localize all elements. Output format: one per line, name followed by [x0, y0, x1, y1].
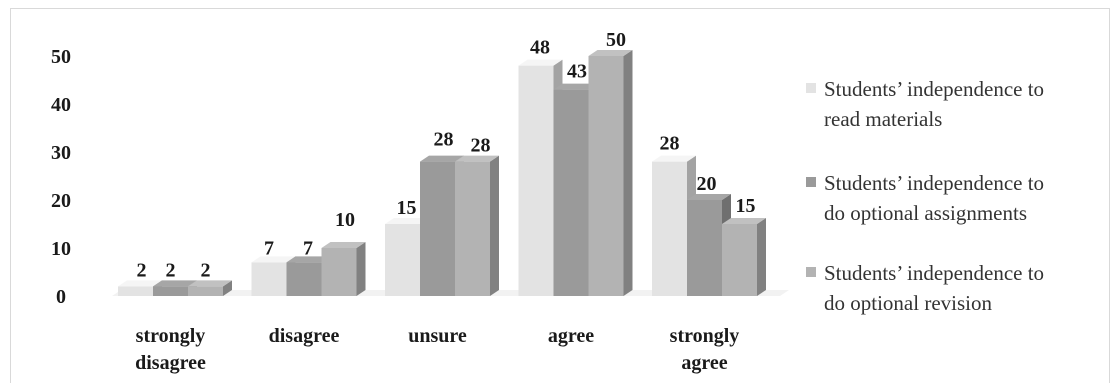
bar-front — [251, 262, 287, 296]
bar-front — [286, 262, 322, 296]
data-label: 2 — [201, 259, 211, 281]
data-label: 50 — [606, 29, 626, 51]
bar-front — [687, 200, 722, 296]
legend-swatch — [806, 177, 816, 187]
data-label: 7 — [303, 237, 313, 259]
data-label: 28 — [434, 129, 454, 151]
bar-top — [321, 242, 366, 248]
bar-front — [385, 224, 420, 296]
legend-label: Students’ independence to do optional rev… — [824, 261, 1044, 315]
legend: Students’ independence to read materials S… — [806, 77, 1044, 315]
bar-top — [652, 155, 696, 162]
bar-side — [757, 218, 766, 296]
y-axis: 0 10 20 30 40 50 — [51, 46, 71, 308]
data-label: 28 — [660, 133, 680, 155]
bar-front — [518, 65, 554, 296]
bar-top — [286, 256, 331, 263]
bar-front — [188, 286, 223, 296]
data-label: 2 — [166, 259, 176, 281]
y-tick-label: 50 — [51, 46, 71, 68]
bar-front — [553, 89, 589, 296]
bar-front — [153, 286, 188, 296]
bar-top — [722, 218, 766, 224]
bar-top — [385, 218, 429, 224]
legend-label: Students’ independence to read materials — [824, 77, 1044, 131]
bar — [188, 280, 232, 296]
bar-top — [153, 280, 197, 287]
legend-swatch — [806, 83, 816, 93]
category-label: strongly disagree — [135, 325, 206, 374]
bar-top — [518, 59, 563, 66]
data-label: 15 — [736, 195, 756, 217]
bar — [321, 242, 366, 296]
category-label: strongly agree — [670, 325, 740, 374]
legend-item: Students’ independence to read materials — [806, 77, 1044, 131]
y-tick-label: 0 — [56, 286, 66, 308]
bar-front — [118, 286, 153, 296]
bar-top — [118, 280, 162, 287]
bar-side — [490, 155, 499, 296]
bar — [722, 218, 766, 296]
data-label: 43 — [567, 61, 587, 83]
category-label: unsure — [408, 325, 467, 347]
category-label: disagree — [269, 325, 340, 347]
bar-front — [420, 161, 455, 296]
bar-front — [588, 56, 624, 296]
data-label: 2 — [137, 259, 147, 281]
y-tick-label: 10 — [51, 238, 71, 260]
legend-swatch — [806, 267, 816, 277]
legend-item: Students’ independence to do optional rev… — [806, 261, 1044, 315]
bar-side — [623, 50, 633, 296]
bar-side — [356, 242, 366, 296]
bar-front — [722, 224, 757, 296]
bar-top — [251, 256, 296, 263]
y-tick-label: 40 — [51, 94, 71, 116]
x-axis: strongly disagree disagree unsure agree stron… — [135, 325, 739, 374]
bar-front — [321, 248, 357, 296]
data-label: 28 — [471, 135, 491, 157]
data-label: 20 — [697, 173, 717, 195]
legend-label: Students’ independence to do optional ass… — [824, 171, 1044, 225]
bar-top — [420, 155, 464, 162]
bar-side — [223, 280, 232, 296]
bar-top — [188, 280, 232, 287]
y-tick-label: 30 — [51, 142, 71, 164]
category-label: agree — [548, 325, 594, 347]
bar-top — [553, 83, 598, 90]
bar-top — [588, 50, 633, 56]
data-label: 15 — [397, 197, 417, 219]
data-label: 10 — [335, 209, 355, 231]
y-tick-label: 20 — [51, 190, 71, 212]
bar — [588, 50, 633, 296]
data-label: 48 — [530, 37, 550, 59]
bar-top — [455, 155, 499, 162]
data-label: 7 — [264, 237, 274, 259]
bar — [455, 155, 499, 296]
bar-front — [455, 161, 490, 296]
bar-front — [652, 161, 687, 296]
bar-top — [687, 194, 731, 200]
legend-item: Students’ independence to do optional ass… — [806, 171, 1044, 225]
